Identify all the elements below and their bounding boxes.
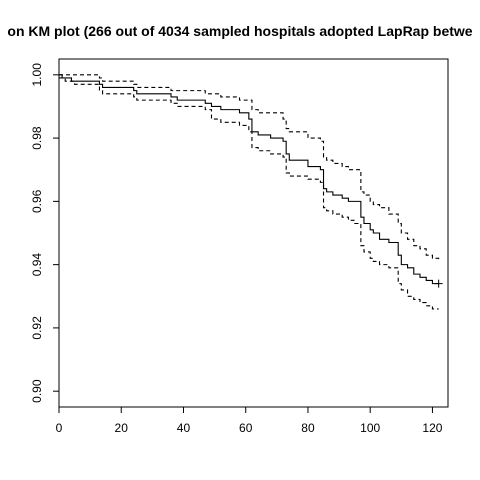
series-layer xyxy=(59,74,443,310)
y-tick-label: 0.94 xyxy=(30,253,44,277)
lower-ci-curve xyxy=(59,77,439,310)
y-tick-label: 0.98 xyxy=(30,126,44,150)
x-tick-label: 120 xyxy=(422,421,442,435)
x-tick-label: 0 xyxy=(56,421,63,435)
survival-curve xyxy=(59,74,439,285)
censor-mark xyxy=(434,279,443,288)
x-tick-label: 100 xyxy=(360,421,380,435)
y-tick-label: 0.96 xyxy=(30,189,44,213)
y-tick-label: 1.00 xyxy=(30,63,44,87)
x-tick-label: 40 xyxy=(177,421,191,435)
y-axis: 0.90 0.92 0.94 0.96 0.98 1.00 xyxy=(30,63,59,403)
x-tick-label: 20 xyxy=(115,421,129,435)
y-tick-label: 0.92 xyxy=(30,316,44,340)
x-tick-label: 80 xyxy=(301,421,315,435)
y-tick-label: 0.90 xyxy=(30,379,44,403)
x-axis: 0 20 40 60 80 100 120 xyxy=(56,407,443,435)
x-tick-label: 60 xyxy=(239,421,253,435)
upper-ci-curve xyxy=(59,74,440,262)
chart-title: on KM plot (266 out of 4034 sampled hosp… xyxy=(7,23,472,39)
plot-frame xyxy=(58,58,449,408)
